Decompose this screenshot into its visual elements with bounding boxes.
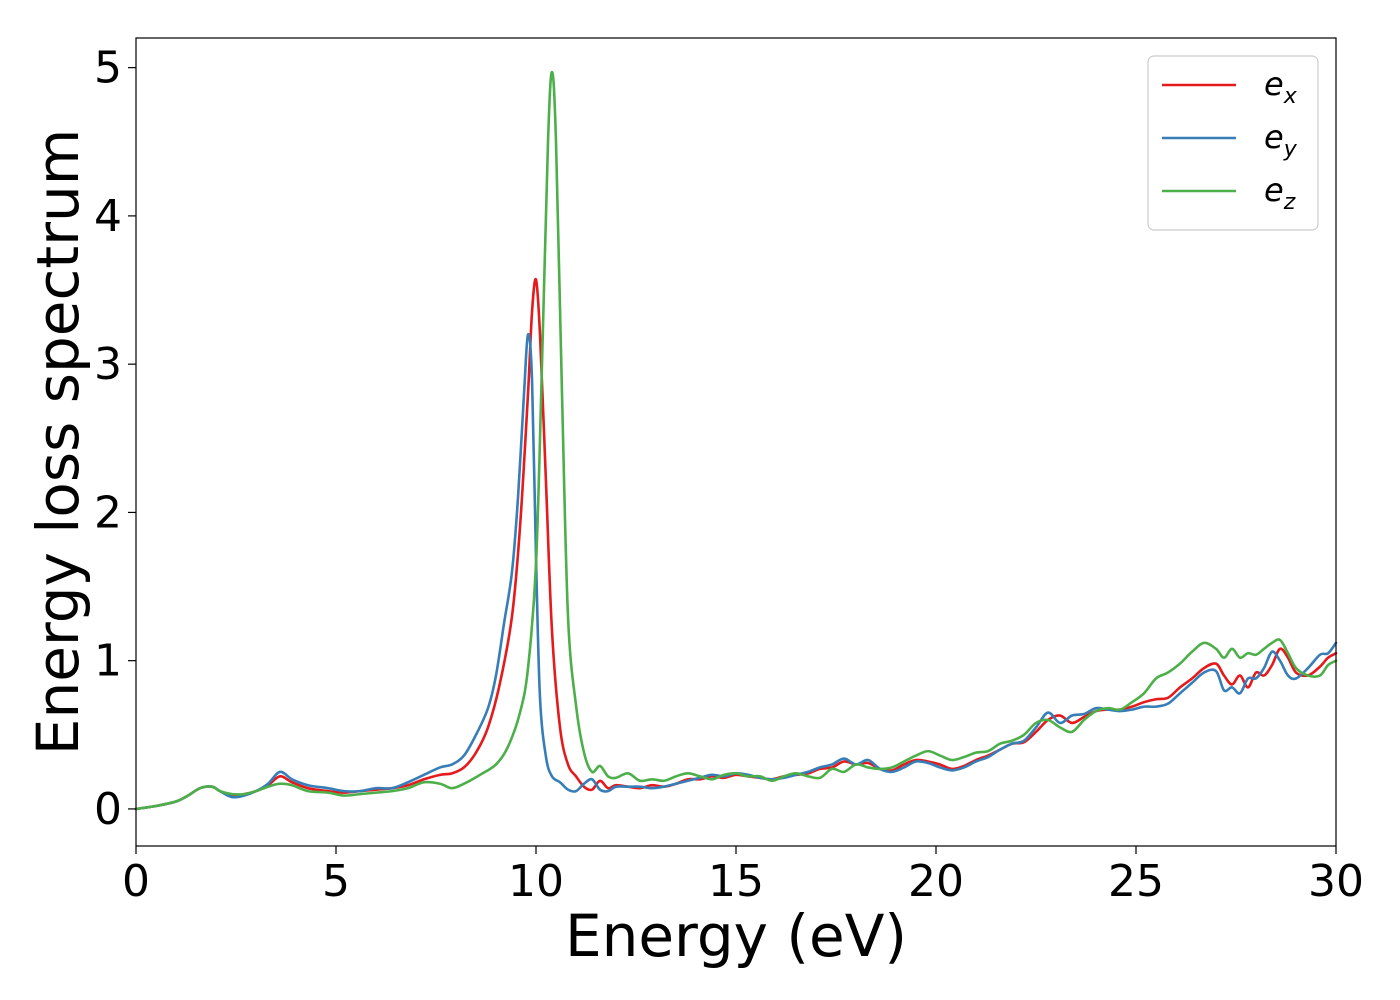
- series-line-e-x: [134, 277, 1338, 811]
- x-tick-label: 5: [322, 856, 350, 907]
- x-axis-label: Energy (eV): [565, 902, 907, 970]
- series-group: [134, 70, 1338, 811]
- x-axis-ticks: 0 5 10 15 20 25 30: [122, 846, 1364, 907]
- series-line-e-z: [134, 70, 1338, 811]
- legend-label-e-z: ez: [1264, 171, 1296, 215]
- legend-label-e-x: ex: [1264, 65, 1298, 109]
- x-tick-label: 25: [1108, 856, 1164, 907]
- x-tick-label: 20: [908, 856, 964, 907]
- y-axis-label: Energy loss spectrum: [24, 129, 92, 755]
- y-tick-label: 3: [94, 339, 122, 390]
- y-tick-label: 1: [94, 636, 122, 687]
- y-tick-label: 0: [94, 784, 122, 835]
- y-tick-label: 2: [94, 487, 122, 538]
- legend: ex ey ez: [1147, 55, 1319, 231]
- x-tick-label: 10: [508, 856, 564, 907]
- x-tick-label: 15: [708, 856, 764, 907]
- series-line-e-y: [134, 332, 1338, 811]
- x-tick-label: 30: [1308, 856, 1364, 907]
- x-tick-label: 0: [122, 856, 150, 907]
- legend-label-e-y: ey: [1264, 118, 1298, 162]
- y-tick-label: 4: [94, 191, 122, 242]
- y-tick-label: 5: [94, 43, 122, 94]
- y-axis-ticks: 0 1 2 3 4 5: [94, 43, 136, 835]
- legend-box: [1147, 55, 1319, 231]
